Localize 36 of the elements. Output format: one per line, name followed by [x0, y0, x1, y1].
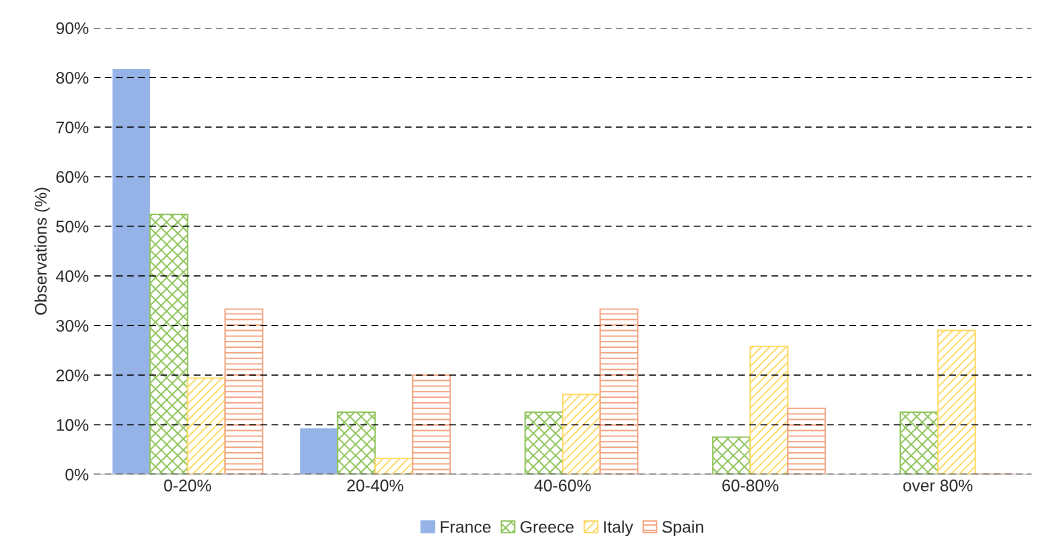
y-tick-label: 80%: [56, 71, 89, 84]
bar: [937, 329, 977, 475]
bar: [336, 411, 376, 475]
bar: [300, 428, 338, 475]
y-tick-label: 50%: [56, 220, 89, 233]
y-tick-label: 70%: [56, 121, 89, 134]
legend-label: Greece: [520, 520, 574, 533]
x-tick-label: 60-80%: [722, 479, 779, 492]
y-tick-label: 20%: [56, 369, 89, 382]
legend-label: Italy: [604, 520, 634, 537]
bar: [749, 345, 789, 475]
y-axis-title: Observations (%): [34, 187, 50, 315]
y-tick-label: 40%: [55, 270, 89, 283]
bar: [524, 411, 564, 475]
x-tick-label: over 80%: [903, 479, 973, 492]
y-tick-label: 60%: [56, 171, 89, 183]
y-tick-label: 0%: [65, 468, 89, 481]
bar: [186, 377, 226, 475]
y-tick-label: 10%: [56, 419, 89, 431]
y-tick-label: 30%: [56, 319, 89, 332]
bar: [787, 407, 826, 475]
bar: [411, 374, 451, 475]
x-tick-label: 40-60%: [534, 479, 591, 492]
bar: [374, 457, 414, 475]
bar: [561, 393, 601, 475]
bar: [599, 308, 639, 475]
legend-label: Spain: [662, 520, 704, 537]
bar: [899, 411, 939, 475]
bar: [149, 213, 189, 475]
bar: [112, 69, 151, 475]
x-tick-label: 20-40%: [347, 479, 404, 492]
legend-label: France: [440, 521, 491, 533]
bar: [712, 436, 751, 475]
x-tick-label: 0-20%: [164, 479, 212, 492]
bar: [224, 308, 264, 475]
y-tick-label: 90%: [56, 22, 89, 35]
